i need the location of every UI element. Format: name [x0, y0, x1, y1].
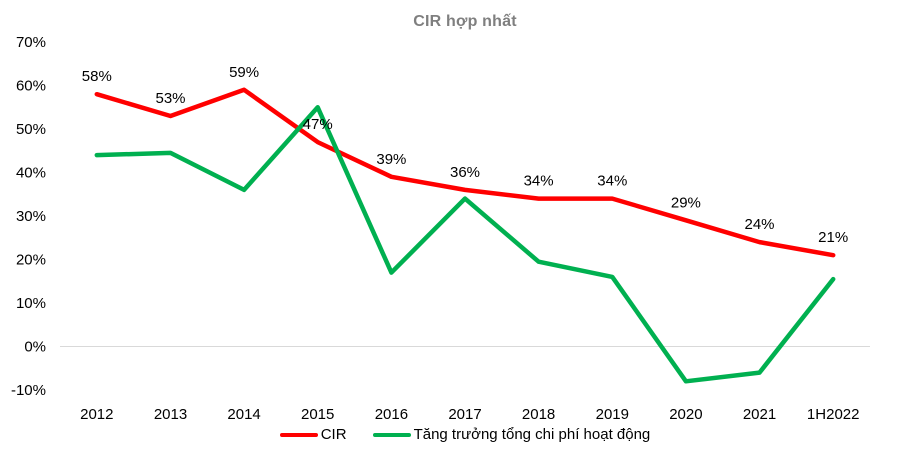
data-label: 47%	[303, 116, 333, 133]
y-axis-tick-label: 30%	[16, 208, 46, 225]
cir-line-swatch	[279, 432, 318, 437]
y-axis-tick-label: 50%	[16, 121, 46, 138]
x-axis-tick-label: 2012	[80, 406, 113, 423]
x-axis-tick-label: 2015	[301, 406, 334, 423]
data-label: 34%	[524, 173, 554, 190]
y-axis-tick-label: 60%	[16, 78, 46, 95]
x-axis-tick-label: 2016	[375, 406, 408, 423]
y-axis-tick-label: 0%	[24, 339, 46, 356]
x-axis-tick-label: 1H2022	[807, 406, 860, 423]
data-label: 59%	[229, 64, 259, 81]
x-axis-tick-label: 2020	[669, 406, 702, 423]
x-axis-tick-label: 2019	[596, 406, 629, 423]
legend: CIR Tăng trưởng tổng chi phí hoạt động	[60, 426, 870, 443]
legend-item-cost-growth: Tăng trưởng tổng chi phí hoạt động	[372, 426, 651, 443]
y-axis-tick-label: 40%	[16, 165, 46, 182]
cir-line	[94, 87, 836, 258]
x-axis-tick-label: 2013	[154, 406, 187, 423]
x-axis-tick-label: 2017	[448, 406, 481, 423]
data-label: 29%	[671, 194, 701, 211]
data-label: 24%	[744, 216, 774, 233]
data-label: 58%	[82, 68, 112, 85]
cir-legend-label: CIR	[320, 426, 347, 443]
x-axis-tick-label: 2014	[227, 406, 260, 423]
y-axis-tick-label: 20%	[16, 252, 46, 269]
data-label: 53%	[155, 90, 185, 107]
x-axis-tick-label: 2021	[743, 406, 776, 423]
cost-growth-line	[94, 105, 836, 384]
cost-growth-line-swatch	[372, 432, 411, 437]
y-axis-tick-label: -10%	[11, 382, 46, 399]
x-axis-tick-label: 2018	[522, 406, 555, 423]
y-axis-tick-label: 10%	[16, 295, 46, 312]
y-axis-tick-label: 70%	[16, 34, 46, 51]
cost-growth-legend-label: Tăng trưởng tổng chi phí hoạt động	[413, 426, 651, 443]
chart-title: CIR hợp nhất	[413, 13, 517, 30]
data-label: 36%	[450, 164, 480, 181]
data-label: 39%	[376, 151, 406, 168]
data-label: 21%	[818, 229, 848, 246]
data-label: 34%	[597, 173, 627, 190]
legend-item-cir: CIR	[279, 426, 347, 443]
